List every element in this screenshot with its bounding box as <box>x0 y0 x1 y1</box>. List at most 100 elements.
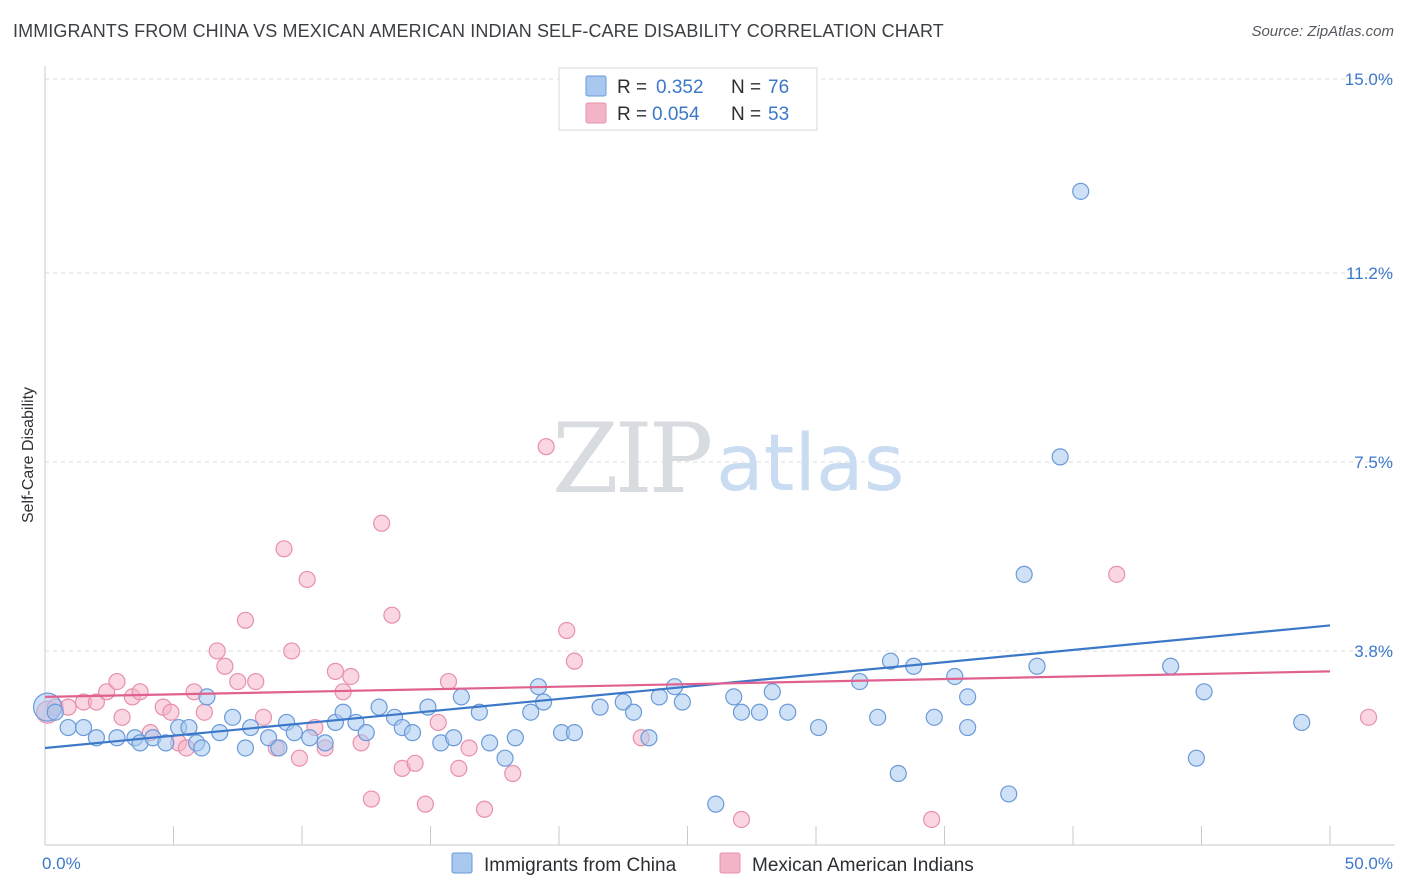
trend-lines <box>44 624 1331 750</box>
china-point-47 <box>614 693 632 711</box>
legend-r-value-1: 0.352 <box>656 77 704 98</box>
china-point-58 <box>779 703 797 721</box>
china-point-32 <box>403 724 422 742</box>
china-point-72 <box>1051 448 1069 466</box>
mexican-point-45 <box>504 764 522 783</box>
china-point-63 <box>889 764 907 783</box>
watermark-atlas: atlas <box>716 419 905 509</box>
mexican-point-17 <box>208 642 226 660</box>
mexican-point-40 <box>429 713 447 732</box>
china-point-14 <box>198 688 216 706</box>
china-point-45 <box>565 724 584 742</box>
china-point-50 <box>650 688 668 706</box>
y-tick-label-1: 7.5% <box>1354 453 1393 472</box>
china-point-13 <box>193 739 211 757</box>
x-tick-label-1: 50.0% <box>1345 854 1393 873</box>
china-point-40 <box>506 729 524 747</box>
mexican-point-38 <box>406 754 424 772</box>
mexican-point-41 <box>439 672 458 691</box>
china-point-22 <box>285 724 303 742</box>
tick-labels: 3.8% 7.5% 11.2% 15.0% 0.0% 50.0% <box>42 70 1393 873</box>
mexican-point-27 <box>298 570 316 589</box>
china-point-66 <box>946 667 964 686</box>
y-tick-label-2: 11.2% <box>1346 264 1393 283</box>
mexican-point-53 <box>1359 708 1378 726</box>
mexican-point-30 <box>326 662 345 680</box>
legend-n-value-1: 76 <box>768 77 789 98</box>
y-tick-label-0: 3.8% <box>1354 642 1393 661</box>
china-point-29 <box>370 698 388 716</box>
china-point-65 <box>925 708 943 726</box>
china-point-55 <box>732 703 751 721</box>
legend-swatch-pink <box>585 102 607 124</box>
mexican-point-48 <box>565 652 584 670</box>
china-point-77 <box>1293 713 1311 732</box>
trend-line-1 <box>44 670 1331 699</box>
china-point-48 <box>624 703 643 721</box>
china-point-69 <box>1000 785 1018 803</box>
china-point-75 <box>1187 749 1205 767</box>
mexican-point-47 <box>558 621 576 640</box>
china-point-59 <box>809 718 828 737</box>
china-point-16 <box>224 708 242 726</box>
china-point-37 <box>470 703 488 721</box>
china-point-20 <box>270 739 288 757</box>
china-point-39 <box>496 749 514 767</box>
mexican-point-9 <box>131 683 149 701</box>
legend-n-value-2: 53 <box>768 104 789 125</box>
mexican-point-20 <box>236 611 255 629</box>
y-tick-label-3: 15.0% <box>1345 70 1393 89</box>
grid-lines <box>45 78 1395 652</box>
china-point-23 <box>301 729 319 747</box>
mexican-point-26 <box>290 749 309 767</box>
china-point-2 <box>59 718 77 737</box>
china-point-71 <box>1028 657 1046 675</box>
y-axis-label: Self-Care Disability <box>20 387 37 523</box>
mexican-point-19 <box>229 672 247 691</box>
legend-swatch-blue <box>585 75 607 97</box>
mexican-point-42 <box>450 759 468 778</box>
watermark: ZIP atlas <box>552 403 905 515</box>
bottom-legend-swatch-pink <box>719 852 741 874</box>
china-point-36 <box>452 688 470 706</box>
china-point-19 <box>259 729 278 747</box>
china-point-57 <box>763 683 781 701</box>
mexican-point-34 <box>362 790 380 808</box>
china-point-3 <box>74 718 93 737</box>
china-point-62 <box>881 652 900 670</box>
china-point-24 <box>316 734 334 752</box>
mexican-point-24 <box>275 540 293 558</box>
china-point-70 <box>1015 565 1033 583</box>
mexican-point-51 <box>923 810 941 829</box>
watermark-zip: ZIP <box>552 403 711 515</box>
china-point-38 <box>481 734 499 752</box>
china-point-17 <box>236 739 255 757</box>
x-tick-label-0: 0.0% <box>42 854 81 873</box>
legend-r-label-2: R = <box>617 104 647 125</box>
china-point-49 <box>640 729 658 747</box>
china-point-76 <box>1195 683 1213 701</box>
mexican-point-39 <box>416 795 434 813</box>
china-point-52 <box>673 693 691 711</box>
trend-line-0 <box>44 624 1331 750</box>
mexican-point-32 <box>342 667 360 686</box>
legend-r-label-1: R = <box>617 77 647 98</box>
china-point-35 <box>445 729 463 747</box>
china-point-1 <box>46 703 64 721</box>
china-point-54 <box>725 688 743 706</box>
mexican-point-52 <box>1108 565 1126 583</box>
correlation-legend: R = 0.352 N = 76 R = 0.054 N = 53 <box>558 67 818 131</box>
china-point-68 <box>959 688 977 706</box>
china-point-28 <box>357 724 375 742</box>
mexican-point-18 <box>216 657 234 675</box>
mexican-point-7 <box>113 708 131 726</box>
mexican-point-35 <box>373 514 391 532</box>
china-point-73 <box>1072 182 1090 200</box>
china-point-46 <box>591 698 609 716</box>
mexican-point-25 <box>283 642 301 660</box>
china-point-11 <box>180 718 198 737</box>
bottom-legend-swatch-blue <box>451 852 473 874</box>
mexican-point-43 <box>460 739 478 757</box>
china-point-9 <box>157 734 175 752</box>
china-point-41 <box>522 703 540 721</box>
